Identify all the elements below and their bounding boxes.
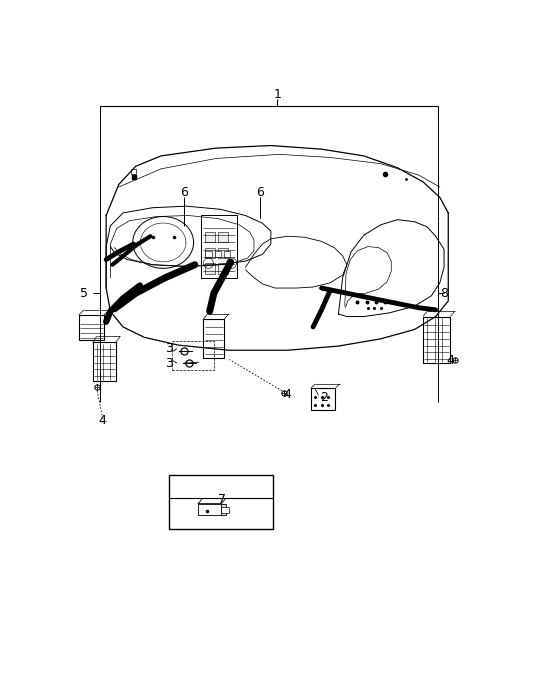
Bar <box>201 215 237 278</box>
Bar <box>204 263 215 273</box>
Bar <box>218 232 228 242</box>
Bar <box>93 343 116 382</box>
Bar <box>204 232 215 242</box>
Bar <box>423 316 450 363</box>
Text: 6: 6 <box>180 186 188 199</box>
Text: 1: 1 <box>273 87 281 101</box>
Text: 3: 3 <box>166 342 173 355</box>
Bar <box>198 503 221 515</box>
Bar <box>131 169 136 174</box>
Text: 4: 4 <box>98 414 106 427</box>
Text: 4: 4 <box>284 388 292 401</box>
Text: 7: 7 <box>219 493 226 506</box>
Bar <box>203 319 225 358</box>
Bar <box>215 251 221 257</box>
Text: 3: 3 <box>166 357 173 369</box>
Bar <box>218 248 228 258</box>
Text: 6: 6 <box>256 186 264 199</box>
Text: 5: 5 <box>80 287 88 299</box>
Bar <box>78 315 104 340</box>
Bar <box>172 341 214 370</box>
Bar <box>221 507 229 513</box>
Bar <box>218 263 228 273</box>
Text: 4: 4 <box>446 354 455 367</box>
Text: 8: 8 <box>440 287 448 299</box>
Bar <box>204 248 215 258</box>
Bar <box>205 251 211 257</box>
Bar <box>224 251 231 257</box>
Text: 2: 2 <box>320 392 328 404</box>
Bar <box>221 503 226 515</box>
Bar <box>169 474 273 529</box>
Bar <box>311 388 336 410</box>
